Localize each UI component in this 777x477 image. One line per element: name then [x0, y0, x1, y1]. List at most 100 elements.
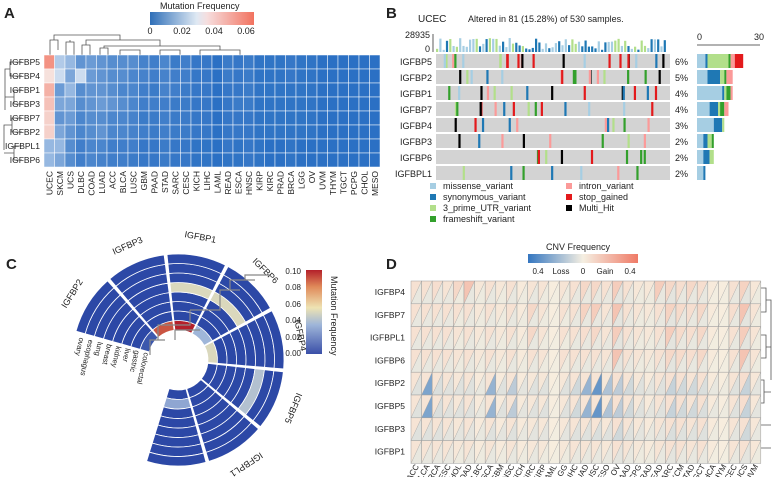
panel-d-cell-diagonal — [485, 280, 496, 304]
panel-d-cell-diagonal — [750, 303, 761, 327]
panel-a-cell — [285, 152, 297, 168]
panel-d-cell-diagonal — [728, 372, 740, 396]
panel-d-cell-diagonal — [697, 372, 708, 396]
panel-d-cell-diagonal — [432, 440, 443, 464]
panel-a-col-label: TGCT — [338, 171, 348, 194]
panel-b-side-segment — [730, 54, 735, 68]
panel-a-cell — [295, 68, 307, 84]
panel-a-cell — [369, 54, 381, 70]
panel-a-cell — [127, 124, 139, 140]
panel-b-top-bar — [594, 48, 597, 52]
panel-a-cell — [43, 124, 55, 140]
panel-d-cell-diagonal — [485, 326, 496, 350]
panel-a-cell — [75, 138, 87, 154]
panel-d-cell-diagonal — [622, 440, 634, 464]
panel-a-cell — [211, 68, 223, 84]
panel-a-cell — [316, 124, 328, 140]
panel-d-cell-diagonal — [516, 280, 528, 304]
panel-d-cell-diagonal — [718, 372, 730, 396]
panel-b-mutation-mark — [658, 70, 661, 84]
panel-b-top-bar — [604, 42, 607, 52]
panel-d-cell-diagonal — [432, 349, 443, 373]
panel-a-cell — [274, 124, 286, 140]
panel-a-cell — [253, 110, 265, 126]
panel-a-cell — [190, 68, 202, 84]
panel-a-cell — [54, 124, 66, 140]
panel-a-cell — [75, 152, 87, 168]
panel-b-mutation-mark — [506, 54, 509, 68]
panel-d-cell-diagonal — [675, 326, 687, 350]
panel-a-cell — [54, 152, 66, 168]
panel-d-cell-diagonal — [707, 417, 719, 441]
panel-b-mutation-mark — [572, 70, 575, 84]
panel-a-cell — [64, 124, 76, 140]
panel-d-cell-diagonal — [559, 372, 571, 396]
panel-d-cell-diagonal — [622, 394, 634, 418]
panel-a-cell — [96, 124, 108, 140]
panel-c-cell — [109, 254, 166, 287]
panel-b-mutation-mark — [512, 102, 515, 116]
panel-b-mutation-mark — [466, 70, 469, 84]
panel-d-cell-diagonal — [442, 303, 454, 327]
panel-d-cell-diagonal — [506, 394, 518, 418]
panel-a-cell — [75, 54, 87, 70]
panel-a-cell — [337, 54, 349, 70]
panel-d-cell-diagonal — [601, 326, 613, 350]
panel-d-cell-diagonal — [495, 417, 507, 441]
panel-d-cell-diagonal — [750, 372, 761, 396]
panel-a-label: A — [4, 5, 15, 22]
panel-a-cell — [285, 138, 297, 154]
panel-a-cell — [285, 110, 297, 126]
panel-a-cell — [64, 68, 76, 84]
panel-c-cell — [163, 397, 192, 410]
panel-a-col-label: LIHC — [202, 171, 212, 190]
panel-a-cell — [295, 124, 307, 140]
panel-b-side-segment — [697, 70, 708, 84]
panel-d-cell-diagonal — [559, 303, 571, 327]
panel-b-side-segment — [713, 118, 723, 132]
panel-d-cell-diagonal — [718, 394, 730, 418]
panel-a-row-label: IGFBP6 — [10, 155, 41, 165]
panel-a-cell — [358, 54, 370, 70]
panel-b-mutation-mark — [462, 166, 465, 180]
panel-a-cell — [232, 138, 244, 154]
panel-d-cell-diagonal — [516, 417, 528, 441]
panel-a-cell — [337, 110, 349, 126]
panel-b-top-bar — [660, 46, 663, 52]
panel-b-mutation-mark — [617, 166, 620, 180]
panel-d-cell-diagonal — [718, 440, 730, 464]
panel-b-mutation-mark — [503, 102, 506, 116]
panel-b-mutation-mark — [654, 86, 658, 100]
panel-b-mutation-mark — [644, 70, 647, 84]
panel-d-cell-diagonal — [728, 280, 740, 304]
panel-d-cell-diagonal — [527, 349, 539, 373]
panel-a-cell — [180, 54, 192, 70]
panel-a-cell — [337, 68, 349, 84]
panel-d-cell-diagonal — [644, 440, 655, 464]
panel-b-side-segment — [720, 70, 725, 84]
panel-a-cell — [190, 110, 202, 126]
panel-d-cell-diagonal — [569, 326, 581, 350]
panel-a-cell — [169, 110, 181, 126]
panel-b-top-bar — [492, 38, 495, 52]
panel-b-top-bar — [515, 42, 518, 52]
panel-a-row-label: IGFBP2 — [10, 127, 41, 137]
panel-a-col-label: COAD — [86, 171, 96, 196]
panel-b-row-bg — [436, 70, 670, 84]
panel-d-cell-diagonal — [432, 417, 443, 441]
panel-d: D CNV Frequency 0.4 Loss 0 Gain 0.4 IGFB… — [370, 242, 772, 477]
panel-d-cell-diagonal — [665, 349, 677, 373]
panel-a-cell — [159, 124, 171, 140]
panel-a-cell — [358, 110, 370, 126]
panel-d-cell-diagonal — [548, 326, 560, 350]
panel-d-cell-diagonal — [453, 349, 465, 373]
panel-d-cell-diagonal — [580, 372, 592, 396]
panel-b-mutation-mark — [456, 102, 459, 116]
panel-a-cell — [253, 54, 265, 70]
panel-a-cell — [274, 54, 286, 70]
panel-c-cell — [75, 280, 115, 335]
panel-a-cell — [180, 96, 192, 112]
panel-d-cell-diagonal — [697, 394, 708, 418]
panel-a-cell — [285, 82, 297, 98]
